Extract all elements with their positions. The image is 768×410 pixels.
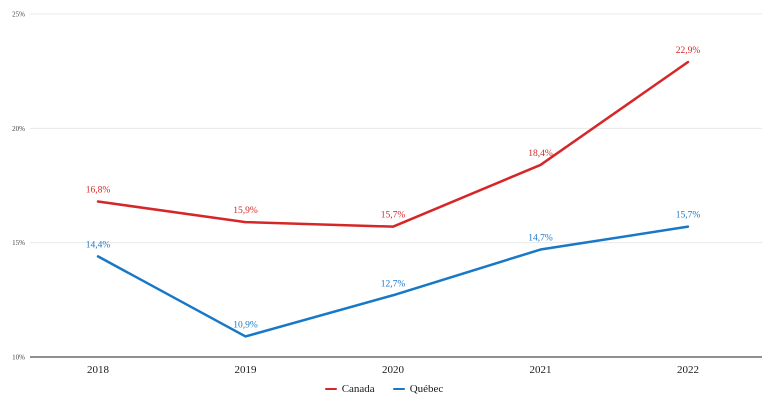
data-label: 14,7% [528, 234, 553, 244]
series-line-qubec [96, 225, 690, 338]
x-tick-label: 2020 [382, 364, 405, 376]
y-tick-label: 25% [12, 11, 25, 19]
x-tick-label: 2021 [530, 364, 552, 376]
legend-item-quebec: Québec [392, 383, 444, 395]
data-label: 14,4% [86, 240, 111, 250]
data-label: 18,4% [528, 149, 553, 159]
x-tick-label: 2022 [677, 364, 699, 376]
quebec-line-swatch [392, 387, 405, 391]
x-tick-label: 2018 [87, 364, 110, 376]
legend-label-quebec: Québec [409, 383, 444, 395]
data-label: 15,9% [233, 206, 258, 216]
data-label: 10,9% [233, 320, 258, 330]
y-tick-label: 20% [12, 125, 25, 133]
data-label: 16,8% [86, 186, 111, 196]
y-tick-label: 15% [12, 239, 25, 247]
series-line-canada [96, 60, 690, 228]
x-tick-label: 2019 [235, 364, 258, 376]
data-label: 12,7% [381, 279, 406, 289]
data-label: 15,7% [676, 211, 701, 221]
y-tick-label: 10% [12, 354, 25, 362]
legend-item-canada: Canada [324, 383, 375, 395]
legend-label-canada: Canada [341, 383, 375, 395]
legend: Canada Québec [0, 383, 768, 395]
data-label: 15,7% [381, 211, 406, 221]
data-label: 22,9% [676, 46, 701, 56]
plot-area: 10% 15% 20% 25% 2018 2019 2020 2021 2022 16,8% 15,… [12, 11, 762, 376]
canada-line-swatch [324, 387, 337, 391]
